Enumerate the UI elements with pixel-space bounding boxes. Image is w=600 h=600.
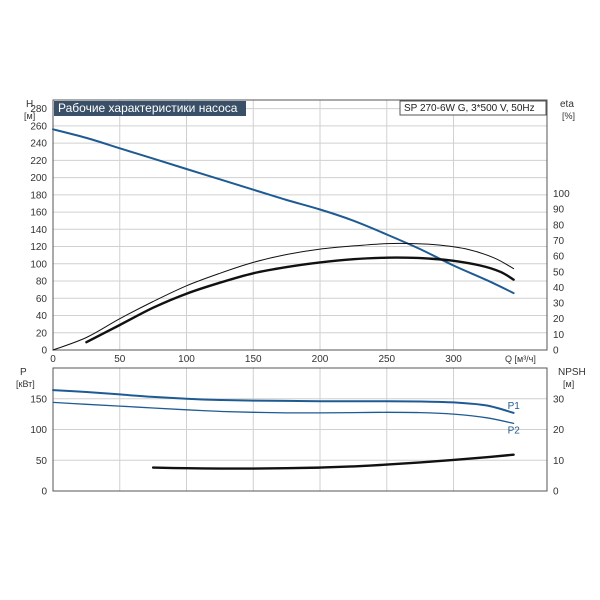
x-tick-label: 50 [114,354,126,365]
y2-axis-unit-eta: [%] [562,111,575,121]
y-tick-label: 160 [30,208,47,219]
series-label-p2: P2 [508,425,521,436]
x-axis-label-q: Q [м³/ч] [505,354,536,364]
y2-tick-label: 20 [553,314,565,325]
y2-axis-label-eta: eta [560,99,574,110]
y-tick-label: 80 [36,277,48,288]
y-tick-label: 100 [30,259,47,270]
y2-axis-unit-npsh: [м] [563,379,574,389]
y-tick-label: 240 [30,139,47,150]
npsh-tick-label: 20 [553,425,565,436]
y-tick-label: 60 [36,294,48,305]
p-tick-label: 50 [36,456,48,467]
y-tick-label: 0 [41,346,47,357]
npsh-tick-label: 0 [553,487,559,498]
y2-tick-label: 90 [553,205,565,216]
series-labels: P1 P2 [508,401,521,436]
y2-tick-label: 60 [553,252,565,263]
y2-tick-label: 30 [553,299,565,310]
npsh-curve-line [151,453,515,470]
chart-subtitle: SP 270-6W G, 3*500 V, 50Hz [404,103,535,114]
y-tick-label: 40 [36,311,48,322]
y-axis-unit-p: [кВт] [16,379,35,389]
y-axis-label-h: H [26,99,33,110]
y-tick-label: 200 [30,173,47,184]
y2-tick-label: 70 [553,236,565,247]
x-tick-label: 250 [378,354,395,365]
series-label-p1: P1 [508,401,521,412]
y2-tick-label: 50 [553,267,565,278]
power-p2-curve-line [52,401,515,425]
chart-title-box [54,101,246,116]
y-tick-label: 260 [30,121,47,132]
y-axis-label-p: P [20,367,27,378]
x-tick-label: 200 [312,354,329,365]
p-tick-label: 0 [41,487,47,498]
y2-tick-label: 100 [553,189,570,200]
x-tick-label: 0 [50,354,56,365]
lower-plot-frame [52,367,548,492]
tick-labels: 0 50 100 150 200 250 3000204060801001201401601… [30,104,570,497]
chart-subtitle-box [399,100,547,116]
power-p1-curve-line [52,389,515,414]
y-tick-label: 220 [30,156,47,167]
y-tick-label: 140 [30,225,47,236]
y2-tick-label: 10 [553,330,565,341]
y-tick-label: 120 [30,242,47,253]
upper-plot-frame [52,99,548,351]
x-tick-label: 300 [445,354,462,365]
y2-tick-label: 40 [553,283,565,294]
efficiency-curve-line [85,256,515,344]
x-tick-label: 150 [245,354,262,365]
y-tick-label: 20 [36,328,48,339]
series-layer [52,128,515,470]
y-tick-label: 180 [30,190,47,201]
p-tick-label: 150 [30,394,47,405]
y2-tick-label: 0 [553,346,559,357]
p-tick-label: 100 [30,425,47,436]
chart-title: Рабочие характеристики насоса [58,101,238,115]
y2-tick-label: 80 [553,220,565,231]
x-tick-label: 100 [178,354,195,365]
npsh-tick-label: 10 [553,456,565,467]
y-tick-label: 280 [30,104,47,115]
y-axis-unit-h: [м] [24,111,35,121]
efficiency-hydraulic-curve-line [52,242,515,351]
npsh-tick-label: 30 [553,394,565,405]
y2-axis-label-npsh: NPSH [558,367,586,378]
